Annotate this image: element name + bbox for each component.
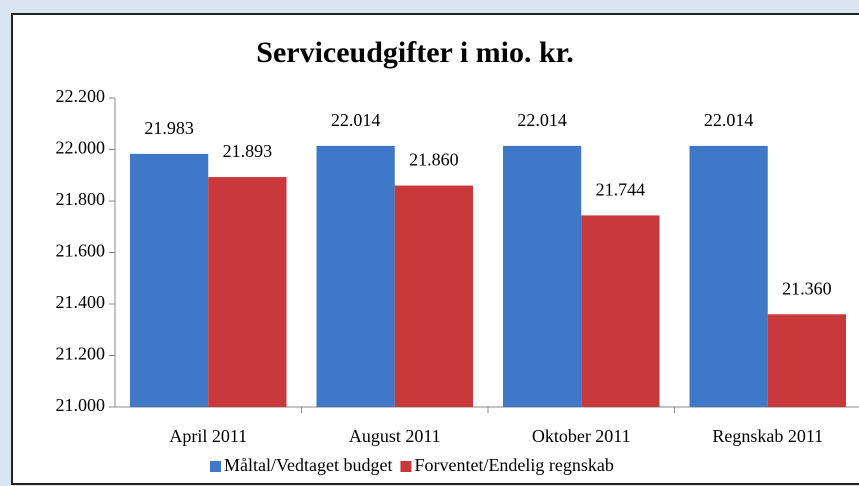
data-label: 21.983 <box>144 118 194 138</box>
data-label: 21.744 <box>596 180 646 200</box>
data-label: 21.860 <box>409 150 459 170</box>
y-tick-label: 21.200 <box>56 344 106 364</box>
y-tick-label: 21.000 <box>56 395 106 415</box>
bar <box>394 185 473 407</box>
bar <box>503 145 582 407</box>
bar <box>689 145 768 407</box>
data-label: 22.014 <box>704 110 754 130</box>
bar <box>130 153 209 407</box>
y-tick-label: 21.800 <box>56 189 106 209</box>
bar <box>581 215 660 407</box>
legend-label: Måltal/Vedtaget budget <box>224 455 392 475</box>
y-tick-label: 21.600 <box>56 241 106 261</box>
y-tick-label: 21.400 <box>56 292 106 312</box>
bar <box>208 177 287 407</box>
data-label: 21.893 <box>223 141 273 161</box>
legend-label: Forventet/Endelig regnskab <box>414 455 613 475</box>
x-tick-label: Regnskab 2011 <box>712 426 823 446</box>
y-tick-label: 22.200 <box>56 86 106 106</box>
bar <box>316 145 395 407</box>
bar <box>767 314 846 407</box>
x-tick-label: April 2011 <box>169 426 247 446</box>
data-label: 21.360 <box>782 278 832 298</box>
chart-title: Serviceudgifter i mio. kr. <box>256 36 573 69</box>
legend-swatch <box>400 461 412 472</box>
y-tick-label: 22.000 <box>56 138 106 158</box>
x-tick-label: August 2011 <box>349 426 441 446</box>
data-label: 22.014 <box>331 110 381 130</box>
legend-swatch <box>210 461 221 472</box>
x-tick-label: Oktober 2011 <box>532 426 631 446</box>
data-label: 22.014 <box>517 110 567 130</box>
